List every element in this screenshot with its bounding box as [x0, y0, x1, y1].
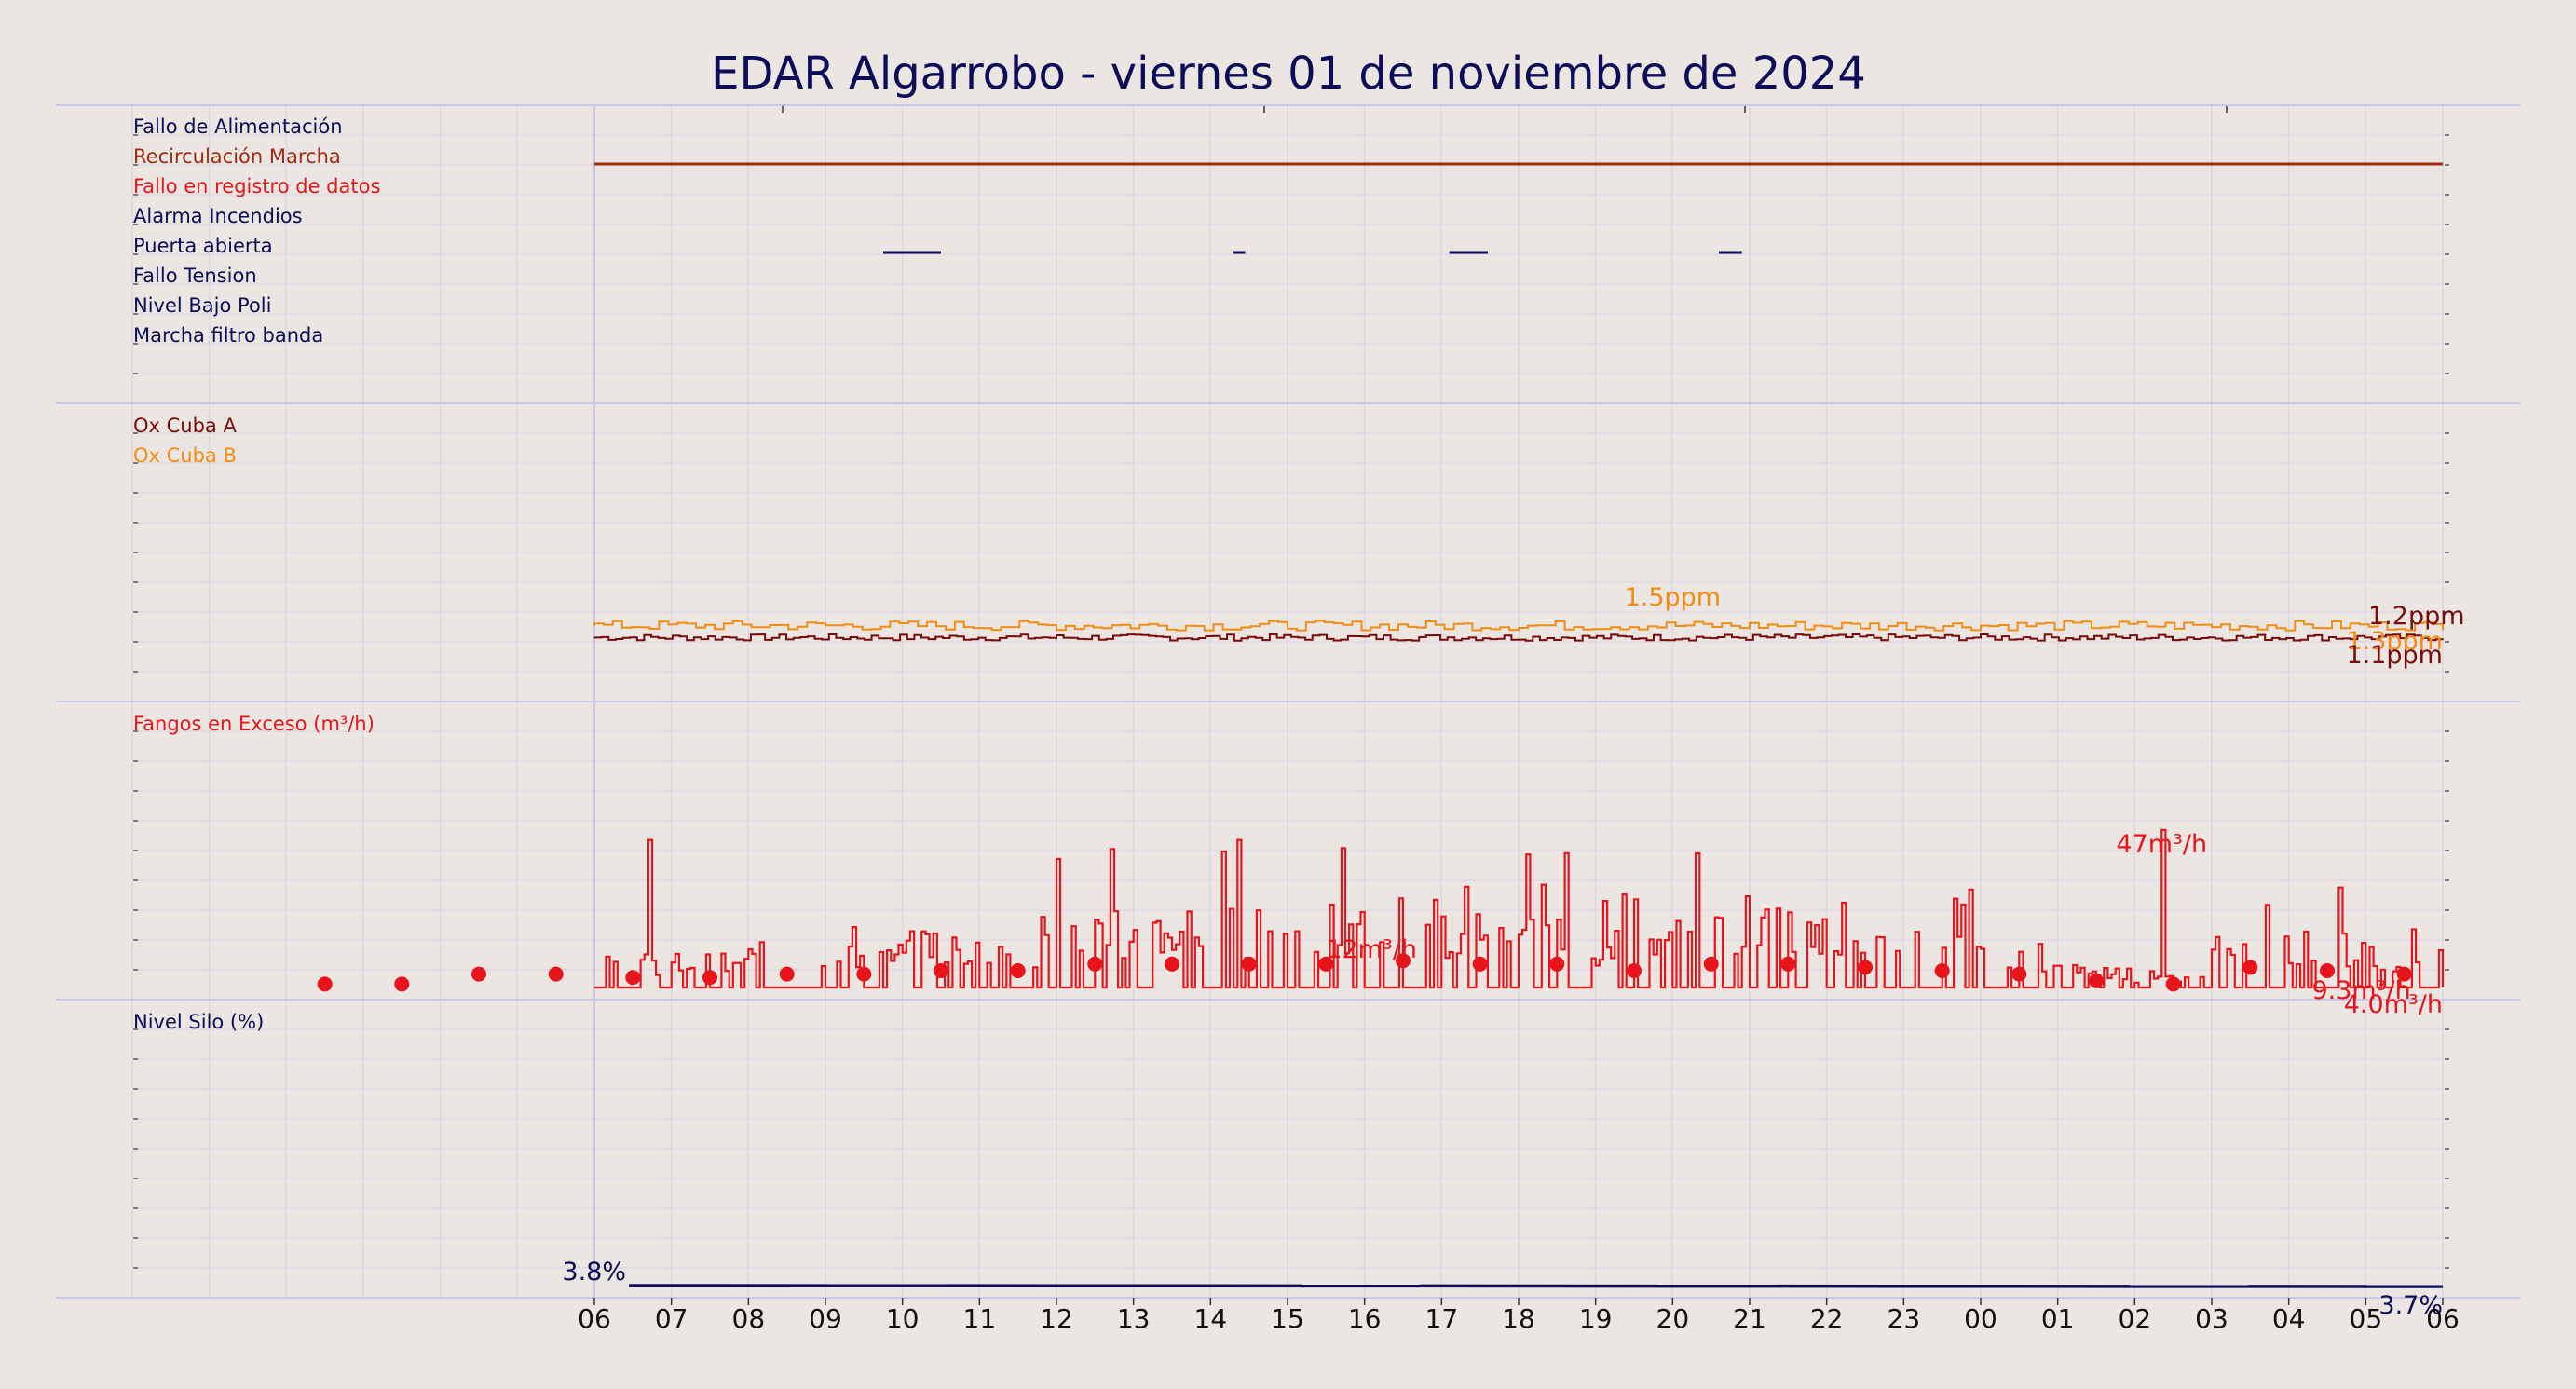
x-tick-label: 04 — [2272, 1303, 2306, 1334]
fangos-prior-point — [471, 966, 486, 982]
legend-ox-cuba-b: Ox Cuba B — [133, 444, 237, 467]
fangos-hourly-point — [2011, 966, 2027, 982]
fangos-hourly-point — [1780, 956, 1796, 972]
signal-label: Marcha filtro banda — [133, 324, 323, 347]
series-ox-cuba-b — [593, 620, 2444, 632]
x-tick-label: 23 — [1888, 1303, 1921, 1334]
x-tick-label: 10 — [886, 1303, 920, 1334]
signal-label: Puerta abierta — [133, 235, 273, 257]
x-tick-label: 06 — [2426, 1303, 2460, 1334]
x-tick-label: 03 — [2195, 1303, 2228, 1334]
fangos-hourly-point — [2396, 966, 2412, 982]
x-tick-label: 17 — [1425, 1303, 1459, 1334]
legend-silo: Nivel Silo (%) — [133, 1011, 264, 1033]
x-tick-label: 00 — [1964, 1303, 1997, 1334]
ox-b-max-label: 1.5ppm — [1625, 583, 1722, 612]
fangos-hourly-point — [1318, 956, 1334, 972]
chart-title: EDAR Algarrobo - viernes 01 de noviembre… — [711, 48, 1866, 100]
fangos-hourly-point — [856, 966, 872, 982]
legend-ox-cuba-a: Ox Cuba A — [133, 415, 237, 437]
x-tick-label: 13 — [1117, 1303, 1151, 1334]
ox-end-label-top: 1.2ppm — [2368, 602, 2465, 631]
fangos-hourly-point — [1165, 956, 1179, 972]
fangos-prior-point — [548, 966, 564, 982]
x-tick-label: 08 — [732, 1303, 766, 1334]
x-tick-label: 09 — [809, 1303, 842, 1334]
signal-label: Nivel Bajo Poli — [133, 294, 271, 317]
fangos-hourly-point — [1472, 956, 1488, 972]
fangos-prior-point — [317, 976, 333, 992]
fangos-hourly-point — [1087, 956, 1103, 972]
x-tick-label: 02 — [2119, 1303, 2152, 1334]
x-tick-label: 12 — [1040, 1303, 1073, 1334]
x-tick-label: 07 — [655, 1303, 688, 1334]
fangos-hourly-point — [1396, 953, 1411, 969]
signal-label: Fallo Tension — [133, 265, 257, 287]
silo-start-label: 3.8% — [562, 1258, 626, 1287]
x-tick-label: 19 — [1579, 1303, 1613, 1334]
x-tick-label: 05 — [2350, 1303, 2383, 1334]
ox-b-end-label: 1.3ppm — [2346, 627, 2443, 656]
x-tick-label: 01 — [2041, 1303, 2075, 1334]
fangos-prior-point — [394, 976, 410, 992]
fangos-hourly-point — [1549, 956, 1565, 972]
fangos-hourly-point — [1627, 963, 1642, 978]
fangos-hourly-point — [1703, 956, 1719, 972]
fangos-hourly-point — [2242, 960, 2258, 975]
silo-end-label: 3.7% — [2378, 1291, 2443, 1320]
signal-label: Alarma Incendios — [133, 205, 303, 227]
series-fangos — [594, 828, 2445, 989]
series-ox-cuba-a — [593, 633, 2444, 642]
x-tick-label: 14 — [1194, 1303, 1228, 1334]
x-tick-label: 06 — [578, 1303, 611, 1334]
fangos-hourly-point — [934, 963, 948, 978]
fangos-hourly-point — [2165, 976, 2181, 992]
fangos-hourly-point — [2320, 963, 2335, 978]
signal-label: Recirculación Marcha — [133, 145, 341, 168]
x-tick-label: 16 — [1348, 1303, 1382, 1334]
fangos-hourly-point — [1241, 956, 1257, 972]
fangos-hourly-point — [702, 970, 717, 986]
x-tick-label: 18 — [1502, 1303, 1535, 1334]
legend-fangos: Fangos en Exceso (m³/h) — [133, 713, 375, 735]
x-tick-label: 22 — [1810, 1303, 1844, 1334]
fangos-end-label: 4.0m³/h — [2344, 990, 2443, 1019]
series — [317, 162, 2445, 1288]
x-tick-label: 20 — [1656, 1303, 1690, 1334]
x-tick-label: 15 — [1271, 1303, 1304, 1334]
signal-label: Fallo en registro de datos — [133, 175, 380, 197]
x-tick-label: 21 — [1733, 1303, 1766, 1334]
fangos-hourly-point — [1934, 963, 1950, 978]
x-tick-label: 11 — [963, 1303, 997, 1334]
labels: Fallo de Alimentación Recirculación March… — [133, 116, 2465, 1320]
panel-separators — [56, 104, 2520, 1299]
x-axis-ticks: 06 07 08 09 10 11 12 13 14 15 16 17 18 19 20 21 22 23 00 01… — [578, 1298, 2460, 1334]
fangos-hourly-point — [625, 970, 641, 986]
signal-label: Fallo de Alimentación — [133, 116, 343, 138]
fangos-hourly-point — [1010, 963, 1026, 978]
fangos-hourly-point — [779, 966, 795, 982]
ox-a-end-label: 1.1ppm — [2346, 641, 2443, 670]
series-nivel-silo — [629, 1284, 2444, 1288]
fangos-hourly-point — [2089, 973, 2104, 988]
fangos-label: 9.3m³/h — [2311, 976, 2410, 1005]
fangos-peak-label: 47m³/h — [2116, 830, 2207, 859]
fangos-label: 12m³/h — [1326, 935, 1417, 964]
fangos-hourly-point — [1858, 960, 1873, 975]
